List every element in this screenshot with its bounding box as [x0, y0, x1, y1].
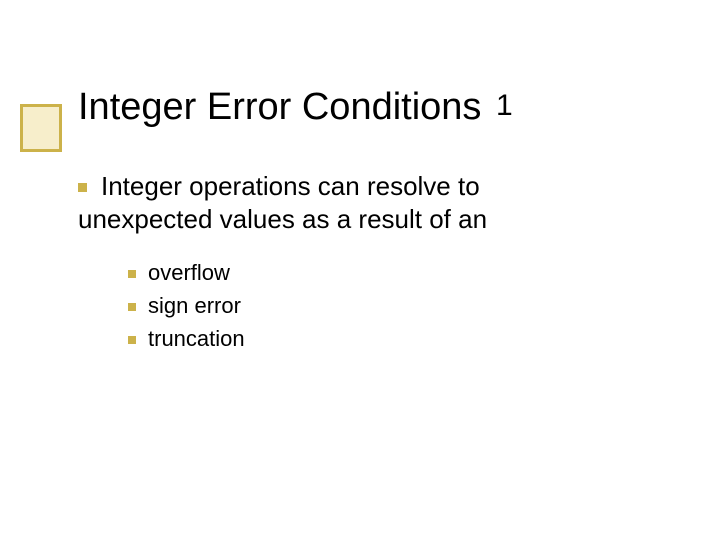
title-suffix: 1 [496, 89, 513, 122]
slide: Integer Error Conditions 1 Integer opera… [0, 0, 720, 540]
title-main-text: Integer Error Conditions [78, 86, 481, 128]
list-item-label: overflow [148, 260, 230, 285]
sub-list: overflow sign error truncation [128, 258, 245, 356]
list-item-label: sign error [148, 293, 241, 318]
list-item: sign error [128, 291, 245, 322]
list-item: truncation [128, 324, 245, 355]
body-line-1-text: Integer operations can resolve to [101, 171, 480, 201]
slide-title: Integer Error Conditions 1 [78, 86, 513, 129]
square-bullet-icon [128, 270, 136, 278]
square-bullet-icon [128, 303, 136, 311]
square-bullet-icon [78, 183, 87, 192]
body-paragraph: Integer operations can resolve to unexpe… [78, 170, 638, 235]
list-item-label: truncation [148, 326, 245, 351]
body-line-1: Integer operations can resolve to [78, 170, 638, 203]
body-line-2: unexpected values as a result of an [78, 203, 638, 236]
accent-box [20, 104, 62, 152]
square-bullet-icon [128, 336, 136, 344]
list-item: overflow [128, 258, 245, 289]
